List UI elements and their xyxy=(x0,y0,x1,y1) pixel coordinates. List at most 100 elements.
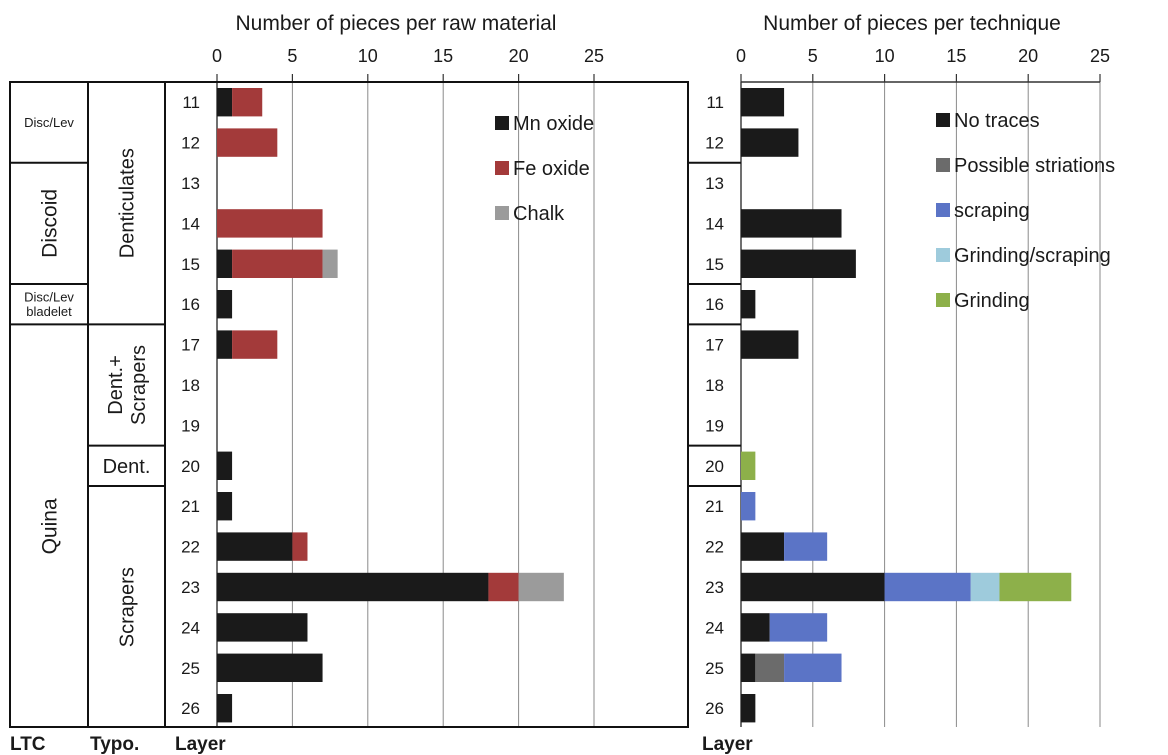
group-label-line: Dent.+ xyxy=(105,355,127,414)
chart-title: Number of pieces per raw material xyxy=(236,12,557,35)
x-tick-label: 20 xyxy=(1018,46,1038,66)
bar-segment xyxy=(518,572,564,602)
y-tick-label: 18 xyxy=(181,376,200,395)
y-tick-label: 12 xyxy=(181,134,200,153)
bar-segment xyxy=(784,653,842,682)
ltc-header: LTC xyxy=(10,734,46,755)
group-label-line: Disc/Lev xyxy=(24,289,74,304)
group-label-line: bladelet xyxy=(26,304,72,319)
bar-segment xyxy=(217,209,323,238)
x-tick-label: 10 xyxy=(875,46,895,66)
bar-segment xyxy=(217,694,233,723)
legend-label: Fe oxide xyxy=(513,158,590,180)
y-tick-label: 20 xyxy=(705,457,724,476)
legend-swatch xyxy=(936,293,950,307)
bar-segment xyxy=(217,128,278,157)
group-label-line: Scrapers xyxy=(128,345,150,425)
bar-segment xyxy=(741,88,785,117)
group-label: Scrapers xyxy=(117,567,139,647)
group-label-line: Dent. xyxy=(103,456,151,478)
y-tick-label: 24 xyxy=(705,618,724,637)
legend-label: Grinding xyxy=(954,290,1030,312)
y-tick-label: 14 xyxy=(705,214,724,233)
bar-segment xyxy=(741,330,799,359)
bar-segment xyxy=(217,249,233,278)
legend-swatch xyxy=(495,206,509,220)
y-tick-label: 11 xyxy=(182,93,200,112)
y-tick-label: 22 xyxy=(181,538,200,557)
chart-title: Number of pieces per technique xyxy=(763,12,1061,35)
x-tick-label: 15 xyxy=(946,46,966,66)
bar-segment xyxy=(217,492,233,521)
bar-segment xyxy=(741,290,756,319)
group-label-line: Discoid xyxy=(38,189,61,258)
bar-segment xyxy=(217,290,233,319)
x-tick-label: 15 xyxy=(433,46,453,66)
bar-segment xyxy=(741,653,756,682)
y-tick-label: 17 xyxy=(181,336,200,355)
y-tick-label: 13 xyxy=(705,174,724,193)
bar-segment xyxy=(784,532,828,561)
y-tick-label: 26 xyxy=(181,699,200,718)
x-tick-label: 25 xyxy=(584,46,604,66)
legend-label: Grinding/scraping xyxy=(954,245,1111,267)
legend-label: Mn oxide xyxy=(513,113,594,135)
bar-segment xyxy=(217,653,323,682)
y-tick-label: 19 xyxy=(181,416,200,435)
group-label: Dent.+Scrapers xyxy=(105,345,150,425)
legend-label: scraping xyxy=(954,200,1030,222)
bar-segment xyxy=(769,613,828,642)
bar-segment xyxy=(217,330,233,359)
bar-segment xyxy=(741,451,756,480)
group-label: Dent. xyxy=(103,456,151,478)
y-tick-label: 12 xyxy=(705,134,724,153)
y-tick-label: 21 xyxy=(705,497,724,516)
bar-segment xyxy=(232,330,278,359)
group-label: Denticulates xyxy=(117,148,139,258)
bar-segment xyxy=(292,532,308,561)
y-tick-label: 11 xyxy=(706,93,724,112)
bar-segment xyxy=(217,572,489,602)
x-tick-label: 25 xyxy=(1090,46,1110,66)
legend-swatch xyxy=(936,248,950,262)
x-tick-label: 0 xyxy=(736,46,746,66)
y-tick-label: 23 xyxy=(181,578,200,597)
legend-label: Chalk xyxy=(513,203,565,225)
bar-segment xyxy=(741,694,756,723)
y-tick-label: 20 xyxy=(181,457,200,476)
bar-segment xyxy=(741,532,785,561)
y-tick-label: 15 xyxy=(705,255,724,274)
bar-segment xyxy=(999,572,1072,602)
legend-swatch xyxy=(495,161,509,175)
group-label: Discoid xyxy=(38,189,61,258)
y-tick-label: 21 xyxy=(181,497,200,516)
group-label: Disc/Lev xyxy=(24,115,74,130)
bar-segment xyxy=(741,492,756,521)
x-tick-label: 10 xyxy=(358,46,378,66)
table-frame xyxy=(9,81,741,728)
x-tick-label: 0 xyxy=(212,46,222,66)
y-tick-label: 22 xyxy=(705,538,724,557)
bar-segment xyxy=(488,572,519,602)
raw-material-chart: Number of pieces per raw material 0 5 10 15… xyxy=(181,12,604,727)
y-tick-label: 23 xyxy=(705,578,724,597)
y-tick-label: 13 xyxy=(181,174,200,193)
legend-swatch xyxy=(936,203,950,217)
bar-segment xyxy=(322,249,338,278)
bar-segment xyxy=(741,209,842,238)
group-label-line: Scrapers xyxy=(117,567,139,647)
bar-segment xyxy=(970,572,1000,602)
bar-segment xyxy=(755,653,785,682)
x-tick-label: 20 xyxy=(509,46,529,66)
group-label: Quina xyxy=(38,498,61,554)
legend-label: Possible striations xyxy=(954,155,1115,177)
bar-segment xyxy=(232,249,323,278)
layer-axis-label: Layer xyxy=(175,734,226,755)
y-tick-label: 15 xyxy=(181,255,200,274)
group-label: Disc/Lev bladelet xyxy=(24,289,74,319)
y-tick-label: 16 xyxy=(705,295,724,314)
y-tick-label: 17 xyxy=(705,336,724,355)
y-tick-label: 24 xyxy=(181,618,200,637)
